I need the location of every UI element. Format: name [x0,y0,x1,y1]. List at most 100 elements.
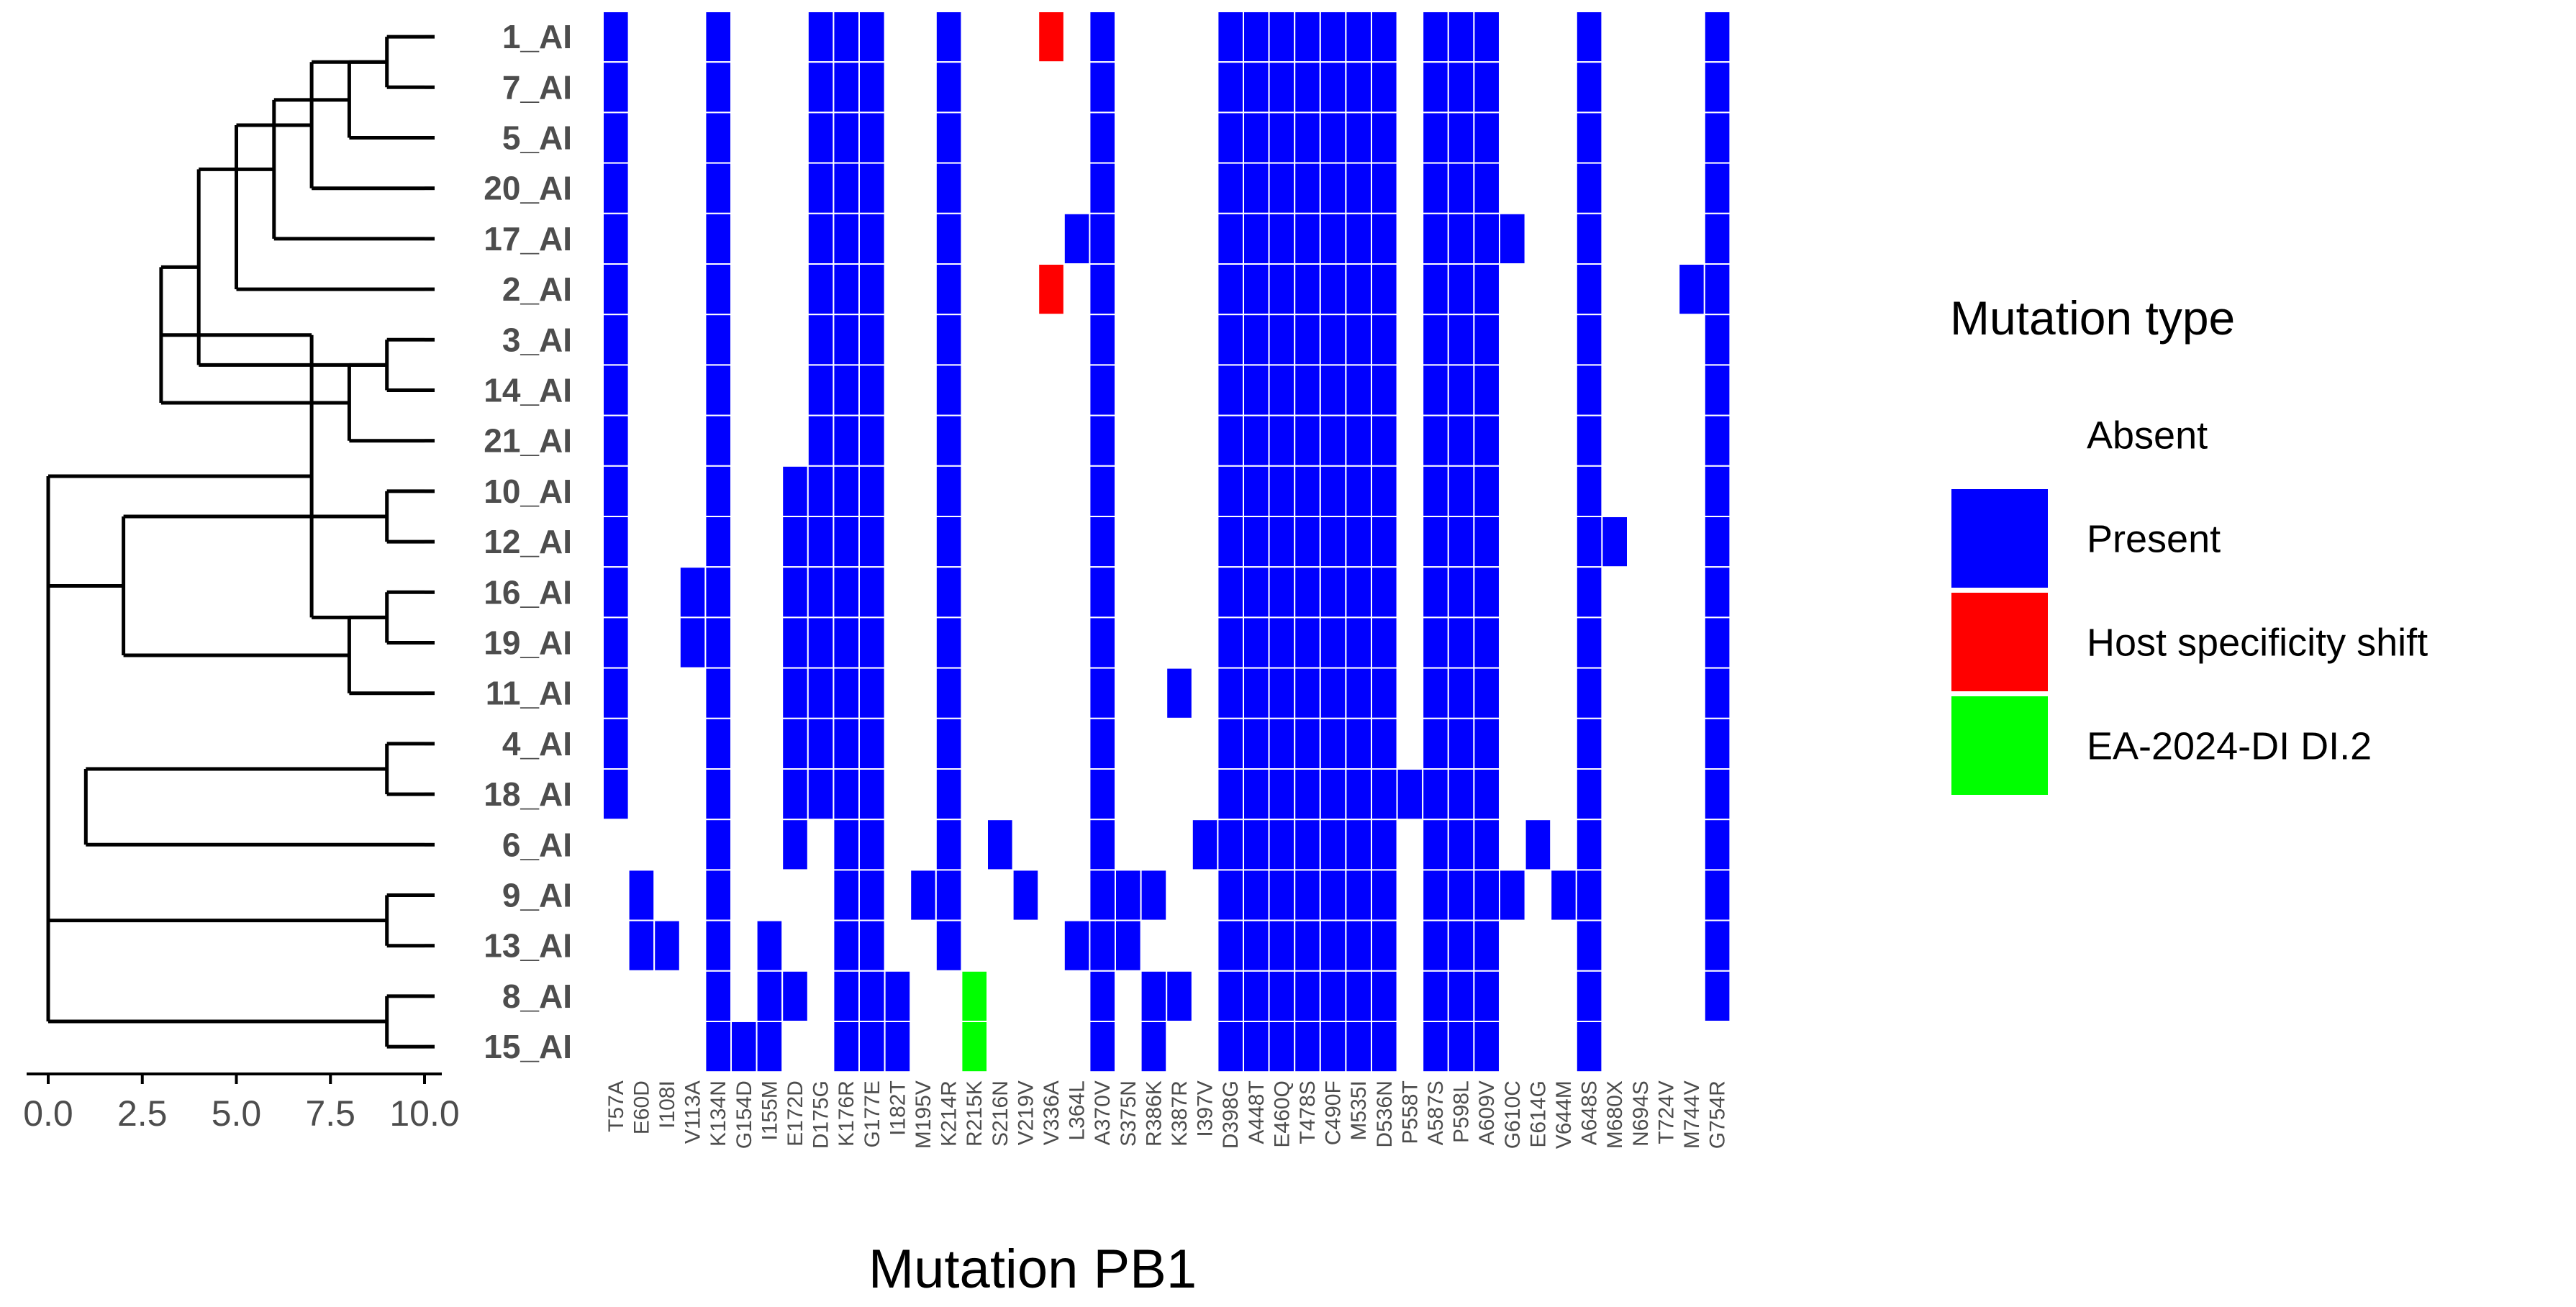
column-label-i108i: I108I [656,1080,679,1129]
row-label-12-ai: 12_AI [484,523,572,560]
cell-18-ai-g754r-present [1703,768,1731,821]
legend-label-ea-2024-di-di-2: EA-2024-DI DI.2 [2087,725,2372,768]
cell-1-ai-k176r-present [833,11,861,63]
cell-13-ai-a648s-present [1575,919,1603,972]
column-label-k176r: K176R [835,1080,858,1147]
cell-14-ai-c490f-present [1319,364,1347,416]
cell-18-ai-e460q-present [1268,768,1296,821]
cell-4-ai-a448t-present [1243,717,1270,770]
cell-1-ai-m535i-present [1345,11,1373,63]
cell-2-ai-e460q-present [1268,263,1296,316]
cell-1-ai-a587s-present [1422,11,1449,63]
cell-16-ai-a609v-present [1473,566,1500,619]
row-label-17-ai: 17_AI [484,220,572,258]
cell-5-ai-d398g-present [1217,111,1245,164]
cell-14-ai-m535i-present [1345,364,1373,416]
cell-16-ai-v113a-present [679,566,707,619]
cell-19-ai-e172d-present [781,616,809,669]
cell-11-ai-g177e-present [858,667,886,719]
cell-18-ai-k176r-present [833,768,861,821]
cell-1-ai-p598l-present [1447,11,1475,63]
cell-4-ai-k214r-present [935,717,963,770]
cell-1-ai-a448t-present [1243,11,1270,63]
cell-17-ai-d398g-present [1217,212,1245,265]
cell-6-ai-p598l-present [1447,819,1475,871]
cell-9-ai-g610c-present [1499,869,1526,921]
cell-14-ai-d536n-present [1371,364,1398,416]
cell-5-ai-t57a-present [602,111,630,164]
cell-12-ai-a370v-present [1089,516,1117,568]
column-label-n694s: N694S [1629,1080,1653,1147]
cell-16-ai-a648s-present [1575,566,1603,619]
cell-15-ai-i182t-present [884,1021,912,1073]
cell-14-ai-a587s-present [1422,364,1449,416]
cell-17-ai-g754r-present [1703,212,1731,265]
cell-15-ai-t478s-present [1294,1021,1321,1073]
cell-1-ai-e460q-present [1268,11,1296,63]
cell-3-ai-t57a-present [602,314,630,366]
cell-3-ai-d536n-present [1371,314,1398,366]
cell-21-ai-m535i-present [1345,414,1373,467]
cell-19-ai-g754r-present [1703,616,1731,669]
cell-15-ai-p598l-present [1447,1021,1475,1073]
cell-20-ai-a609v-present [1473,162,1500,214]
cell-15-ai-a648s-present [1575,1021,1603,1073]
column-label-v219v: V219V [1014,1080,1038,1145]
cell-20-ai-p598l-present [1447,162,1475,214]
row-label-6-ai: 6_AI [502,826,572,863]
cell-5-ai-d175g-present [807,111,835,164]
cell-18-ai-a448t-present [1243,768,1270,821]
cell-15-ai-a587s-present [1422,1021,1449,1073]
cell-8-ai-a609v-present [1473,970,1500,1023]
cell-10-ai-g177e-present [858,465,886,517]
cell-14-ai-a609v-present [1473,364,1500,416]
cell-12-ai-k214r-present [935,516,963,568]
cell-15-ai-d536n-present [1371,1021,1398,1073]
cell-5-ai-a609v-present [1473,111,1500,164]
cell-10-ai-a587s-present [1422,465,1449,517]
cell-5-ai-d536n-present [1371,111,1398,164]
row-label-7-ai: 7_AI [502,68,572,106]
cell-9-ai-p598l-present [1447,869,1475,921]
cell-7-ai-k176r-present [833,61,861,114]
cell-15-ai-a609v-present [1473,1021,1500,1073]
legend: Mutation type Absent Present Host specific… [1950,291,2428,795]
cell-6-ai-g754r-present [1703,819,1731,871]
cell-10-ai-d536n-present [1371,465,1398,517]
cell-19-ai-a587s-present [1422,616,1449,669]
row-label-4-ai: 4_AI [502,725,572,762]
cell-8-ai-e460q-present [1268,970,1296,1023]
cell-9-ai-v219v-present [1012,869,1040,921]
cell-21-ai-t57a-present [602,414,630,467]
cell-3-ai-k176r-present [833,314,861,366]
cell-1-ai-c490f-present [1319,11,1347,63]
cell-8-ai-t478s-present [1294,970,1321,1023]
cell-8-ai-r215k-ea-di [961,970,989,1023]
cell-17-ai-k176r-present [833,212,861,265]
cell-17-ai-a648s-present [1575,212,1603,265]
cell-6-ai-d536n-present [1371,819,1398,871]
cell-5-ai-a587s-present [1422,111,1449,164]
cell-12-ai-a587s-present [1422,516,1449,568]
column-label-d536n: D536N [1373,1080,1397,1147]
cell-21-ai-k214r-present [935,414,963,467]
cell-13-ai-k134n-present [704,919,733,972]
column-label-m195v: M195V [912,1080,935,1149]
cell-8-ai-i155m-present [756,970,784,1023]
cell-16-ai-k176r-present [833,566,861,619]
cell-3-ai-a648s-present [1575,314,1603,366]
cell-10-ai-e172d-present [781,465,809,517]
cell-6-ai-c490f-present [1319,819,1347,871]
cell-11-ai-d175g-present [807,667,835,719]
cell-19-ai-t57a-present [602,616,630,669]
cell-12-ai-a609v-present [1473,516,1500,568]
cell-12-ai-m535i-present [1345,516,1373,568]
column-label-r215k: R215K [963,1080,987,1147]
cell-2-ai-a448t-present [1243,263,1270,316]
column-label-v336a: V336A [1040,1080,1063,1145]
column-label-g610c: G610C [1501,1080,1525,1149]
legend-key-ea-2024-di-di-2 [1951,696,2048,795]
cell-10-ai-a370v-present [1089,465,1117,517]
cell-6-ai-a648s-present [1575,819,1603,871]
column-label-k134n: K134N [707,1080,730,1147]
